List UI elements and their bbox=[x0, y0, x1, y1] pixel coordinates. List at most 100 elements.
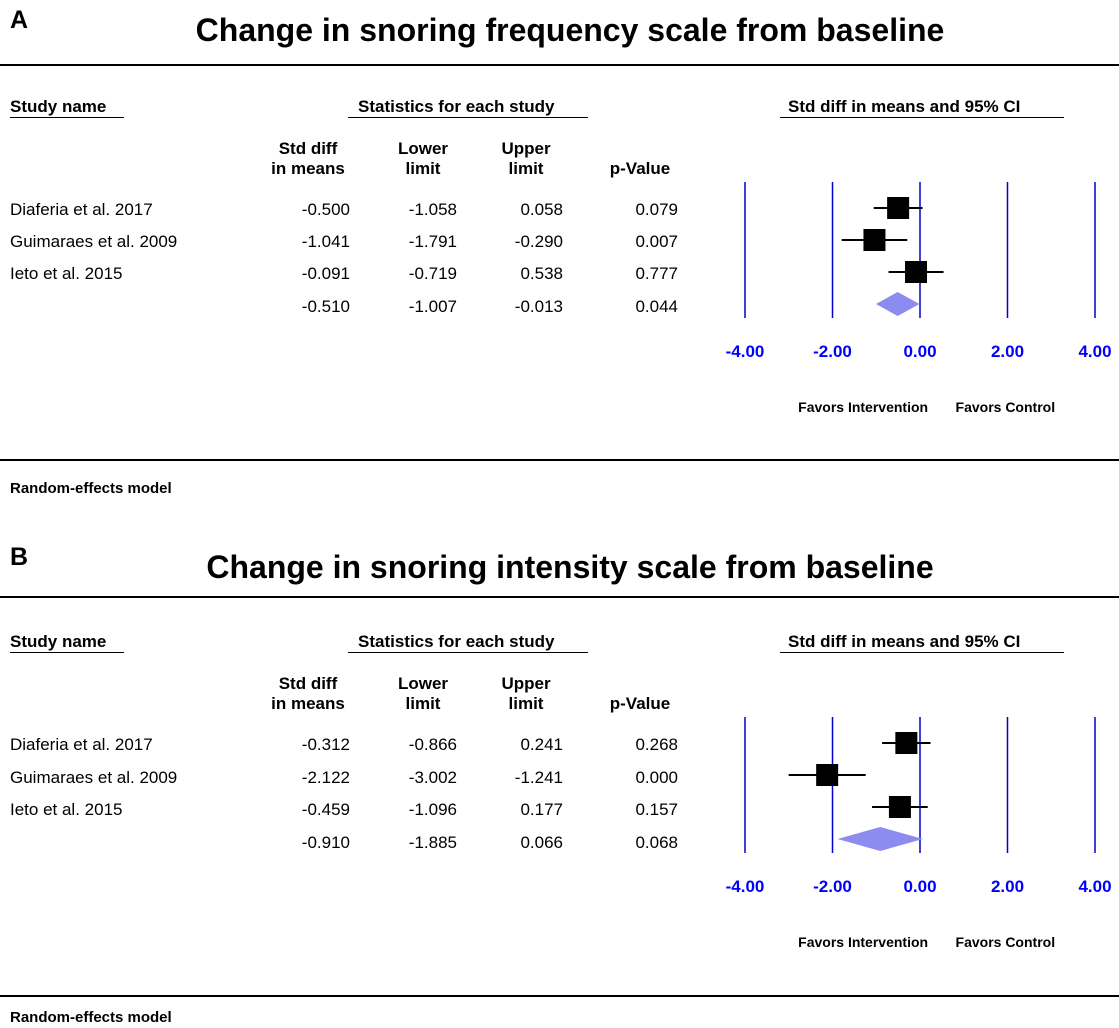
upper-value: -1.241 bbox=[514, 768, 563, 787]
summary-diamond bbox=[837, 827, 923, 851]
study-name-header: Study name bbox=[10, 97, 107, 116]
bottom-rule bbox=[0, 459, 1119, 461]
study-name-header: Study name bbox=[10, 632, 107, 651]
upper-value: 0.241 bbox=[520, 735, 563, 754]
panel-a: A Change in snoring frequency scale from… bbox=[0, 6, 1119, 497]
statistics-header: Statistics for each study bbox=[358, 632, 555, 651]
upper-value: -0.290 bbox=[514, 232, 563, 251]
col-upper-line2: limit bbox=[508, 159, 544, 178]
col-p-header: p-Value bbox=[609, 694, 671, 713]
panel-b: B Change in snoring intensity scale from… bbox=[0, 537, 1119, 1028]
col-std-line2: in means bbox=[271, 159, 345, 178]
study-marker bbox=[816, 764, 839, 786]
study-name: Guimaraes et al. 2009 bbox=[10, 232, 178, 251]
std-value: -0.312 bbox=[301, 735, 350, 754]
model-footer: Random-effects model bbox=[10, 1009, 172, 1026]
p-value: 0.268 bbox=[635, 735, 678, 754]
top-rule bbox=[0, 64, 1119, 66]
x-tick-label: -4.00 bbox=[726, 877, 765, 896]
col-lower-line1: Lower bbox=[397, 674, 449, 693]
statistics-underline bbox=[348, 117, 588, 118]
effect-header: Std diff in means and 95% CI bbox=[788, 632, 1021, 651]
lower-value: -1.058 bbox=[408, 200, 457, 219]
effect-header: Std diff in means and 95% CI bbox=[788, 97, 1021, 116]
statistics-underline bbox=[348, 652, 588, 653]
x-tick-label: 2.00 bbox=[991, 877, 1024, 896]
std-value: -0.510 bbox=[301, 297, 350, 316]
favors-control-label: Favors Control bbox=[956, 399, 1056, 415]
col-upper-line1: Upper bbox=[501, 674, 551, 693]
lower-value: -0.719 bbox=[408, 264, 457, 283]
std-value: -0.910 bbox=[301, 833, 350, 852]
p-value: 0.007 bbox=[635, 232, 678, 251]
upper-value: 0.538 bbox=[520, 264, 563, 283]
summary-diamond bbox=[875, 292, 920, 316]
top-rule bbox=[0, 596, 1119, 598]
panel-title: Change in snoring frequency scale from b… bbox=[195, 12, 945, 48]
x-tick-label: 2.00 bbox=[991, 342, 1024, 361]
upper-value: -0.013 bbox=[514, 297, 563, 316]
lower-value: -1.885 bbox=[408, 833, 457, 852]
study-name: Diaferia et al. 2017 bbox=[10, 200, 153, 219]
lower-value: -1.007 bbox=[408, 297, 457, 316]
col-lower-header: Lower limit bbox=[373, 139, 473, 179]
col-p-header: p-Value bbox=[609, 159, 671, 178]
study-marker bbox=[863, 229, 886, 251]
effect-underline bbox=[780, 117, 1064, 118]
col-lower-line2: limit bbox=[405, 694, 441, 713]
lower-value: -1.791 bbox=[408, 232, 457, 251]
study-name: Ieto et al. 2015 bbox=[10, 800, 123, 819]
model-footer: Random-effects model bbox=[10, 480, 172, 497]
lower-value: -1.096 bbox=[408, 800, 457, 819]
study-marker bbox=[895, 732, 918, 754]
col-lower-header: Lower limit bbox=[373, 674, 473, 714]
study-name: Ieto et al. 2015 bbox=[10, 264, 123, 283]
upper-value: 0.058 bbox=[520, 200, 563, 219]
col-std-header: Std diff in means bbox=[258, 674, 358, 714]
study-name-underline bbox=[10, 652, 124, 653]
study-marker bbox=[888, 796, 911, 818]
study-name: Diaferia et al. 2017 bbox=[10, 735, 153, 754]
x-tick-label: 0.00 bbox=[903, 877, 936, 896]
forest-plot: -4.00 -2.00 0.00 2.00 4.00 Favors Interventio… bbox=[726, 182, 1112, 415]
col-std-line1: Std diff bbox=[278, 674, 338, 693]
x-tick-label: 4.00 bbox=[1078, 342, 1111, 361]
x-tick-label: 4.00 bbox=[1078, 877, 1111, 896]
std-value: -2.122 bbox=[301, 768, 350, 787]
study-name: Guimaraes et al. 2009 bbox=[10, 768, 178, 787]
panel-title: Change in snoring intensity scale from b… bbox=[206, 549, 934, 585]
study-marker bbox=[905, 261, 928, 283]
p-value: 0.000 bbox=[635, 768, 678, 787]
p-value: 0.079 bbox=[635, 200, 678, 219]
upper-value: 0.177 bbox=[520, 800, 563, 819]
lower-value: -3.002 bbox=[408, 768, 457, 787]
std-value: -0.500 bbox=[301, 200, 350, 219]
col-std-line1: Std diff bbox=[278, 139, 338, 158]
std-value: -1.041 bbox=[301, 232, 350, 251]
favors-intervention-label: Favors Intervention bbox=[798, 934, 928, 950]
panel-letter: B bbox=[10, 543, 29, 571]
upper-value: 0.066 bbox=[520, 833, 563, 852]
forest-plot: -4.00 -2.00 0.00 2.00 4.00 Favors Interventio… bbox=[726, 717, 1112, 950]
study-marker bbox=[887, 197, 910, 219]
panel-letter: A bbox=[10, 6, 29, 34]
lower-value: -0.866 bbox=[408, 735, 457, 754]
col-lower-line1: Lower bbox=[397, 139, 449, 158]
std-value: -0.091 bbox=[301, 264, 350, 283]
col-std-header: Std diff in means bbox=[258, 139, 358, 179]
p-value: 0.068 bbox=[635, 833, 678, 852]
x-tick-label: -4.00 bbox=[726, 342, 765, 361]
p-value: 0.044 bbox=[635, 297, 678, 316]
effect-underline bbox=[780, 652, 1064, 653]
x-tick-label: -2.00 bbox=[813, 877, 852, 896]
study-name-underline bbox=[10, 117, 124, 118]
statistics-header: Statistics for each study bbox=[358, 97, 555, 116]
x-tick-label: -2.00 bbox=[813, 342, 852, 361]
col-upper-line1: Upper bbox=[501, 139, 551, 158]
col-upper-header: Upper limit bbox=[476, 139, 576, 179]
col-upper-line2: limit bbox=[508, 694, 544, 713]
favors-intervention-label: Favors Intervention bbox=[798, 399, 928, 415]
p-value: 0.157 bbox=[635, 800, 678, 819]
x-tick-label: 0.00 bbox=[903, 342, 936, 361]
col-upper-header: Upper limit bbox=[476, 674, 576, 714]
